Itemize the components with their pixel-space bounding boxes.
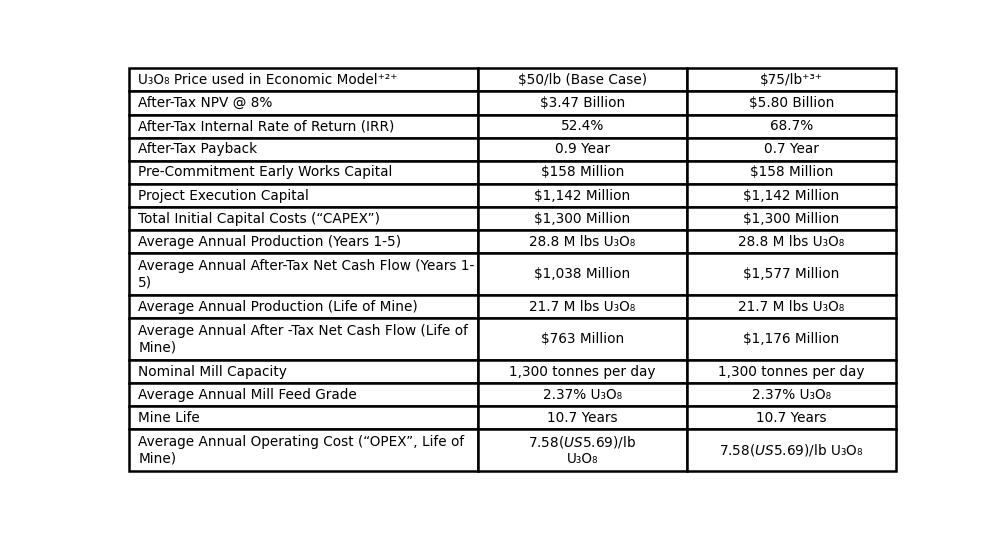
Bar <box>129 254 478 295</box>
Text: 28.8 M lbs U₃O₈: 28.8 M lbs U₃O₈ <box>529 235 635 249</box>
Bar <box>478 318 687 360</box>
Text: $ 7.58 (US$5.69)/lb
U₃O₈: $ 7.58 (US$5.69)/lb U₃O₈ <box>528 434 636 466</box>
Text: Total Initial Capital Costs (“CAPEX”): Total Initial Capital Costs (“CAPEX”) <box>138 211 380 226</box>
Bar <box>478 114 687 138</box>
Bar <box>687 429 896 471</box>
Text: 10.7 Years: 10.7 Years <box>547 411 618 425</box>
Bar <box>478 360 687 383</box>
Text: 1,300 tonnes per day: 1,300 tonnes per day <box>718 365 865 379</box>
Bar <box>687 230 896 254</box>
Bar <box>129 230 478 254</box>
Text: 2.37% U₃O₈: 2.37% U₃O₈ <box>752 388 831 402</box>
Bar <box>687 161 896 184</box>
Bar <box>129 406 478 429</box>
Bar <box>687 360 896 383</box>
Text: 68.7%: 68.7% <box>770 119 813 133</box>
Text: $ 7.58 (US$5.69)/lb U₃O₈: $ 7.58 (US$5.69)/lb U₃O₈ <box>719 442 864 458</box>
Text: Average Annual Operating Cost (“OPEX”, Life of
Mine): Average Annual Operating Cost (“OPEX”, L… <box>138 435 464 466</box>
Text: 21.7 M lbs U₃O₈: 21.7 M lbs U₃O₈ <box>738 300 845 313</box>
Bar <box>478 68 687 91</box>
Bar <box>687 295 896 318</box>
Bar <box>129 114 478 138</box>
Text: $1,142 Million: $1,142 Million <box>534 189 630 202</box>
Bar <box>478 295 687 318</box>
Text: 28.8 M lbs U₃O₈: 28.8 M lbs U₃O₈ <box>738 235 845 249</box>
Bar <box>687 91 896 114</box>
Bar <box>129 360 478 383</box>
Text: Average Annual After -Tax Net Cash Flow (Life of
Mine): Average Annual After -Tax Net Cash Flow … <box>138 324 468 354</box>
Bar <box>129 429 478 471</box>
Bar <box>478 230 687 254</box>
Bar <box>687 68 896 91</box>
Text: 1,300 tonnes per day: 1,300 tonnes per day <box>509 365 656 379</box>
Bar <box>687 184 896 207</box>
Bar <box>129 68 478 91</box>
Bar <box>478 406 687 429</box>
Text: $1,577 Million: $1,577 Million <box>743 268 840 281</box>
Bar <box>687 383 896 406</box>
Bar <box>129 91 478 114</box>
Text: After-Tax NPV @ 8%: After-Tax NPV @ 8% <box>138 96 273 110</box>
Text: $75/lb⁺³⁺: $75/lb⁺³⁺ <box>760 73 823 87</box>
Bar <box>687 207 896 230</box>
Text: Nominal Mill Capacity: Nominal Mill Capacity <box>138 365 287 379</box>
Bar <box>478 138 687 161</box>
Text: $1,176 Million: $1,176 Million <box>743 332 840 346</box>
Text: Project Execution Capital: Project Execution Capital <box>138 189 309 202</box>
Text: $3.47 Billion: $3.47 Billion <box>540 96 625 110</box>
Bar <box>478 383 687 406</box>
Text: Average Annual After-Tax Net Cash Flow (Years 1-
5): Average Annual After-Tax Net Cash Flow (… <box>138 259 475 289</box>
Text: $1,300 Million: $1,300 Million <box>743 211 840 226</box>
Bar <box>129 295 478 318</box>
Bar <box>687 254 896 295</box>
Text: 21.7 M lbs U₃O₈: 21.7 M lbs U₃O₈ <box>529 300 635 313</box>
Text: Average Annual Production (Years 1-5): Average Annual Production (Years 1-5) <box>138 235 401 249</box>
Text: 10.7 Years: 10.7 Years <box>756 411 827 425</box>
Text: After-Tax Internal Rate of Return (IRR): After-Tax Internal Rate of Return (IRR) <box>138 119 395 133</box>
Bar <box>478 184 687 207</box>
Text: $5.80 Billion: $5.80 Billion <box>749 96 834 110</box>
Bar <box>478 429 687 471</box>
Text: Mine Life: Mine Life <box>138 411 200 425</box>
Text: $1,142 Million: $1,142 Million <box>743 189 840 202</box>
Bar <box>687 318 896 360</box>
Text: Pre-Commitment Early Works Capital: Pre-Commitment Early Works Capital <box>138 166 393 179</box>
Text: After-Tax Payback: After-Tax Payback <box>138 142 257 156</box>
Bar <box>129 184 478 207</box>
Bar <box>129 138 478 161</box>
Bar <box>687 138 896 161</box>
Text: 0.7 Year: 0.7 Year <box>764 142 819 156</box>
Bar <box>478 161 687 184</box>
Text: $158 Million: $158 Million <box>750 166 833 179</box>
Bar <box>129 207 478 230</box>
Bar <box>687 114 896 138</box>
Text: $763 Million: $763 Million <box>541 332 624 346</box>
Text: 0.9 Year: 0.9 Year <box>555 142 610 156</box>
Bar <box>129 161 478 184</box>
Bar <box>129 383 478 406</box>
Text: 2.37% U₃O₈: 2.37% U₃O₈ <box>543 388 622 402</box>
Text: $1,300 Million: $1,300 Million <box>534 211 630 226</box>
Text: U₃O₈ Price used in Economic Model⁺²⁺: U₃O₈ Price used in Economic Model⁺²⁺ <box>138 73 398 87</box>
Bar <box>687 406 896 429</box>
Text: $158 Million: $158 Million <box>541 166 624 179</box>
Bar <box>478 254 687 295</box>
Bar <box>129 318 478 360</box>
Text: Average Annual Mill Feed Grade: Average Annual Mill Feed Grade <box>138 388 357 402</box>
Bar <box>478 207 687 230</box>
Text: 52.4%: 52.4% <box>561 119 604 133</box>
Bar <box>478 91 687 114</box>
Text: Average Annual Production (Life of Mine): Average Annual Production (Life of Mine) <box>138 300 418 313</box>
Text: $1,038 Million: $1,038 Million <box>534 268 630 281</box>
Text: $50/lb (Base Case): $50/lb (Base Case) <box>518 73 647 87</box>
